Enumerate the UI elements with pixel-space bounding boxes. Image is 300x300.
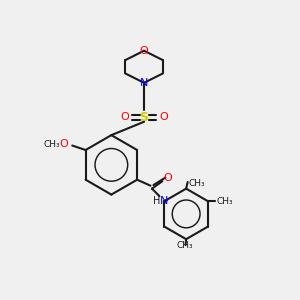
Text: N: N [140, 78, 148, 88]
Text: O: O [120, 112, 129, 122]
Text: O: O [59, 139, 68, 149]
Text: CH₃: CH₃ [217, 197, 234, 206]
Text: H: H [153, 196, 160, 206]
Text: CH₃: CH₃ [188, 179, 205, 188]
Text: O: O [163, 173, 172, 183]
Text: O: O [140, 46, 148, 56]
Text: N: N [160, 196, 168, 206]
Text: CH₃: CH₃ [43, 140, 60, 148]
Text: CH₃: CH₃ [176, 241, 193, 250]
Text: O: O [159, 112, 168, 122]
Text: S: S [140, 111, 148, 124]
